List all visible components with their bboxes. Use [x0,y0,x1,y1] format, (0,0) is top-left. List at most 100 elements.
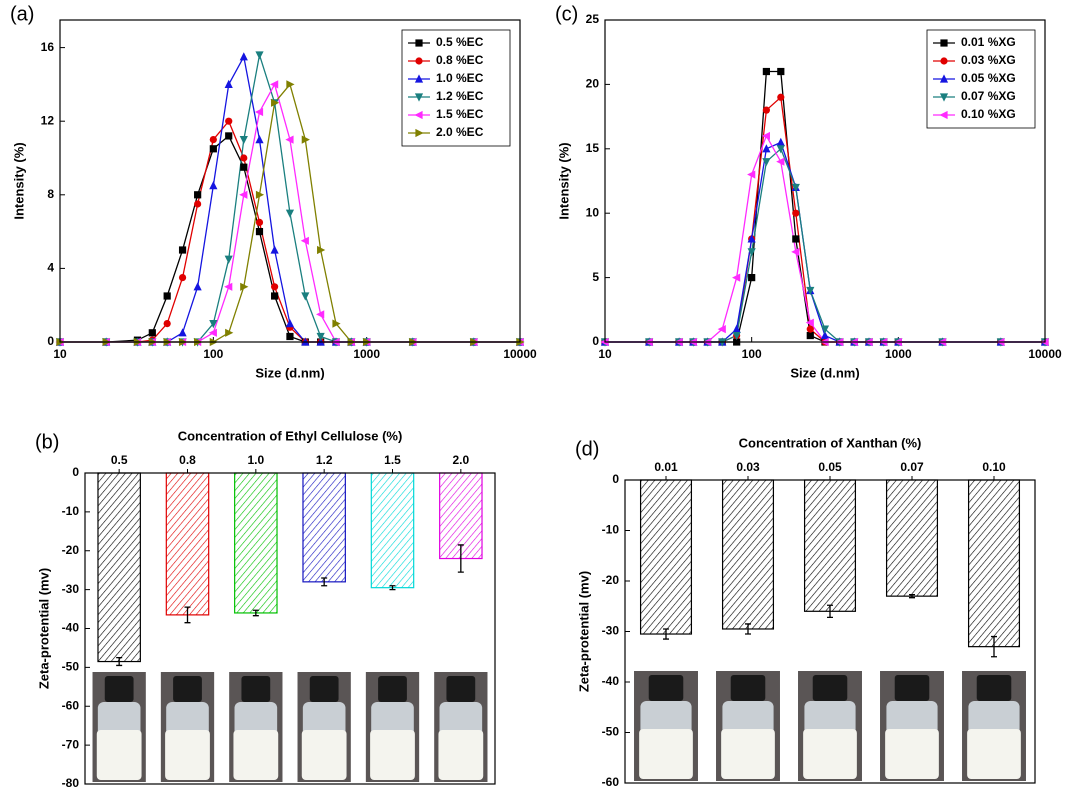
vial-liquid [639,729,693,779]
marker [239,190,248,199]
marker [317,245,326,255]
marker [255,190,265,199]
marker [806,325,814,333]
vial-liquid [165,730,210,780]
vial-cap [812,675,848,701]
error-bar [909,593,915,599]
error-bar [991,635,997,658]
vial-photo [434,672,488,782]
panel-label: (c) [555,3,578,25]
marker [255,135,264,144]
x-tick-label: 1000 [885,347,912,361]
vial-photo [92,672,146,782]
series-line [60,119,520,343]
axis-frame [624,479,1036,784]
legend-marker [415,128,424,138]
marker [271,283,279,291]
marker [178,328,187,337]
y-tick-label: 0 [592,334,599,348]
marker [194,191,202,199]
error-bar [184,606,191,624]
x-tick-label: 0.05 [818,460,842,474]
bar [885,479,939,597]
marker [239,52,248,61]
y-tick-label: 25 [586,12,600,26]
x-tick-label: 0.10 [982,460,1006,474]
marker [762,144,771,153]
y-tick-label: -20 [62,543,80,557]
marker [254,107,264,117]
legend-label: 1.5 %EC [436,107,484,121]
marker [732,331,741,341]
marker [163,292,171,300]
error-bar [252,609,259,617]
series-line [605,141,1045,343]
marker [332,319,341,328]
marker [255,51,264,60]
axis-frame [604,19,1046,343]
marker [747,234,756,243]
marker [792,235,800,243]
y-tick-label: 5 [592,270,599,284]
y-tick-label: -60 [62,698,80,712]
y-tick-label: -40 [602,674,620,688]
marker [208,328,217,337]
legend-label: 0.01 %XG [961,35,1016,49]
bar [97,472,141,663]
legend-marker [414,110,423,120]
x-tick-label: 0.5 [111,453,128,467]
bar [967,479,1021,648]
vial-cap [104,676,134,702]
marker [209,136,217,144]
bar [639,479,693,635]
marker [270,80,279,89]
vial-cap [173,676,202,702]
y-tick-label: -70 [62,737,80,751]
marker [316,310,325,319]
bar [803,479,857,612]
y-tick-label: -30 [602,624,620,638]
marker [776,137,785,146]
vial-photo [634,671,698,781]
marker [806,331,814,340]
marker [805,318,814,327]
y-tick-label: 4 [47,261,54,275]
vial-cap [730,675,766,701]
error-bar [745,623,751,635]
legend-marker [940,57,948,65]
legend-marker [415,57,423,65]
marker [224,79,233,88]
legend-label: 2.0 %EC [436,125,484,139]
vial-photo [962,671,1026,781]
marker [193,282,202,291]
x-axis-label: Size (d.nm) [790,365,859,380]
y-tick-label: -50 [62,660,80,674]
x-tick-label: 1.2 [316,453,333,467]
y-tick-label: 15 [586,141,600,155]
axis-frame [59,19,521,343]
panel-label: (a) [10,3,34,25]
vial-cap [446,676,476,702]
marker [762,67,770,76]
y-tick-label: -50 [602,725,620,739]
x-tick-label: 100 [742,347,762,361]
vial-liquid [721,729,775,779]
marker [270,245,279,254]
vial-cap [976,675,1012,701]
marker [163,320,171,328]
y-tick-label: 16 [41,40,55,54]
marker [271,98,280,107]
vial-photo [880,671,944,781]
marker [791,247,800,256]
y-tick-label: -60 [602,775,620,788]
marker [178,246,187,254]
y-axis-label: Zeta-protential (mv) [36,568,51,689]
y-tick-label: -20 [602,573,620,587]
vial-liquid [301,730,347,780]
marker [301,135,310,144]
legend-marker [939,110,948,120]
y-tick-label: 20 [586,77,600,91]
marker [748,274,756,282]
y-axis-label: Intensity (%) [556,142,571,219]
marker [240,154,248,162]
